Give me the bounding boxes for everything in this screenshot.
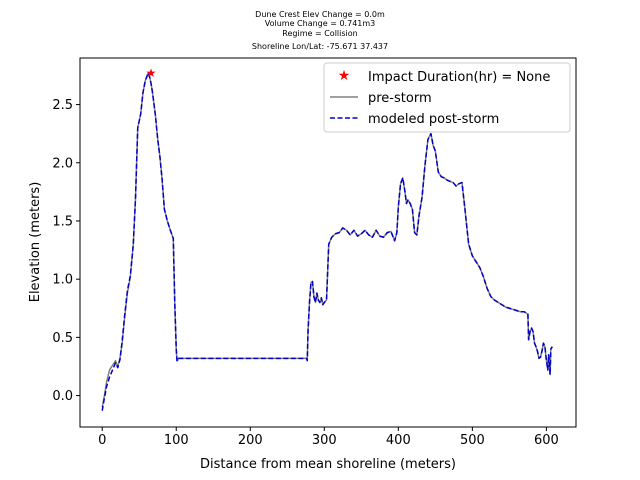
y-tick-label: 2.5 xyxy=(52,98,73,113)
legend-entry-pre-storm: pre-storm xyxy=(330,91,432,106)
x-axis-ticks: 0 100 200 300 400 500 600 xyxy=(98,427,559,448)
impact-star-marker: ★ xyxy=(146,66,157,80)
legend-entry-post-storm: modeled post-storm xyxy=(330,112,499,127)
legend-label-post-storm: modeled post-storm xyxy=(368,112,499,127)
y-tick-label: 1.0 xyxy=(52,273,73,288)
x-tick-label: 200 xyxy=(238,433,263,448)
title-line-1: Dune Crest Elev Change = 0.0m xyxy=(255,10,385,19)
series-layer xyxy=(101,72,553,411)
legend-star-icon: ★ xyxy=(338,68,351,84)
x-tick-label: 500 xyxy=(460,433,485,448)
x-tick-label: 400 xyxy=(386,433,411,448)
series-line-post-storm xyxy=(101,72,553,411)
x-tick-label: 0 xyxy=(98,433,106,448)
legend-label-pre-storm: pre-storm xyxy=(368,91,432,106)
plot-area: ★ xyxy=(79,57,577,428)
title-line-2: Volume Change = 0.741m3 xyxy=(265,19,376,28)
x-tick-label: 300 xyxy=(312,433,337,448)
y-tick-label: 0.5 xyxy=(52,331,73,346)
x-axis-label: Distance from mean shoreline (meters) xyxy=(200,457,456,472)
axes-frame xyxy=(79,57,577,428)
title-line-4: Shoreline Lon/Lat: -75.671 37.437 xyxy=(252,42,388,51)
x-tick-label: 100 xyxy=(164,433,189,448)
y-tick-label: 0.0 xyxy=(52,389,73,404)
y-tick-label: 1.5 xyxy=(52,214,73,229)
title-line-3: Regime = Collision xyxy=(282,29,357,38)
legend: ★ Impact Duration(hr) = None pre-storm m… xyxy=(323,62,571,133)
y-axis-ticks: 0.0 0.5 1.0 1.5 2.0 2.5 xyxy=(52,98,80,404)
legend-box xyxy=(323,62,571,133)
marker-layer: ★ xyxy=(146,66,157,80)
x-tick-label: 600 xyxy=(534,433,559,448)
y-axis-label: Elevation (meters) xyxy=(28,182,43,303)
legend-entry-impact: ★ Impact Duration(hr) = None xyxy=(338,68,551,85)
legend-label-impact: Impact Duration(hr) = None xyxy=(368,70,550,85)
chart-title: Dune Crest Elev Change = 0.0m Volume Cha… xyxy=(252,10,388,51)
y-tick-label: 2.0 xyxy=(52,156,73,171)
